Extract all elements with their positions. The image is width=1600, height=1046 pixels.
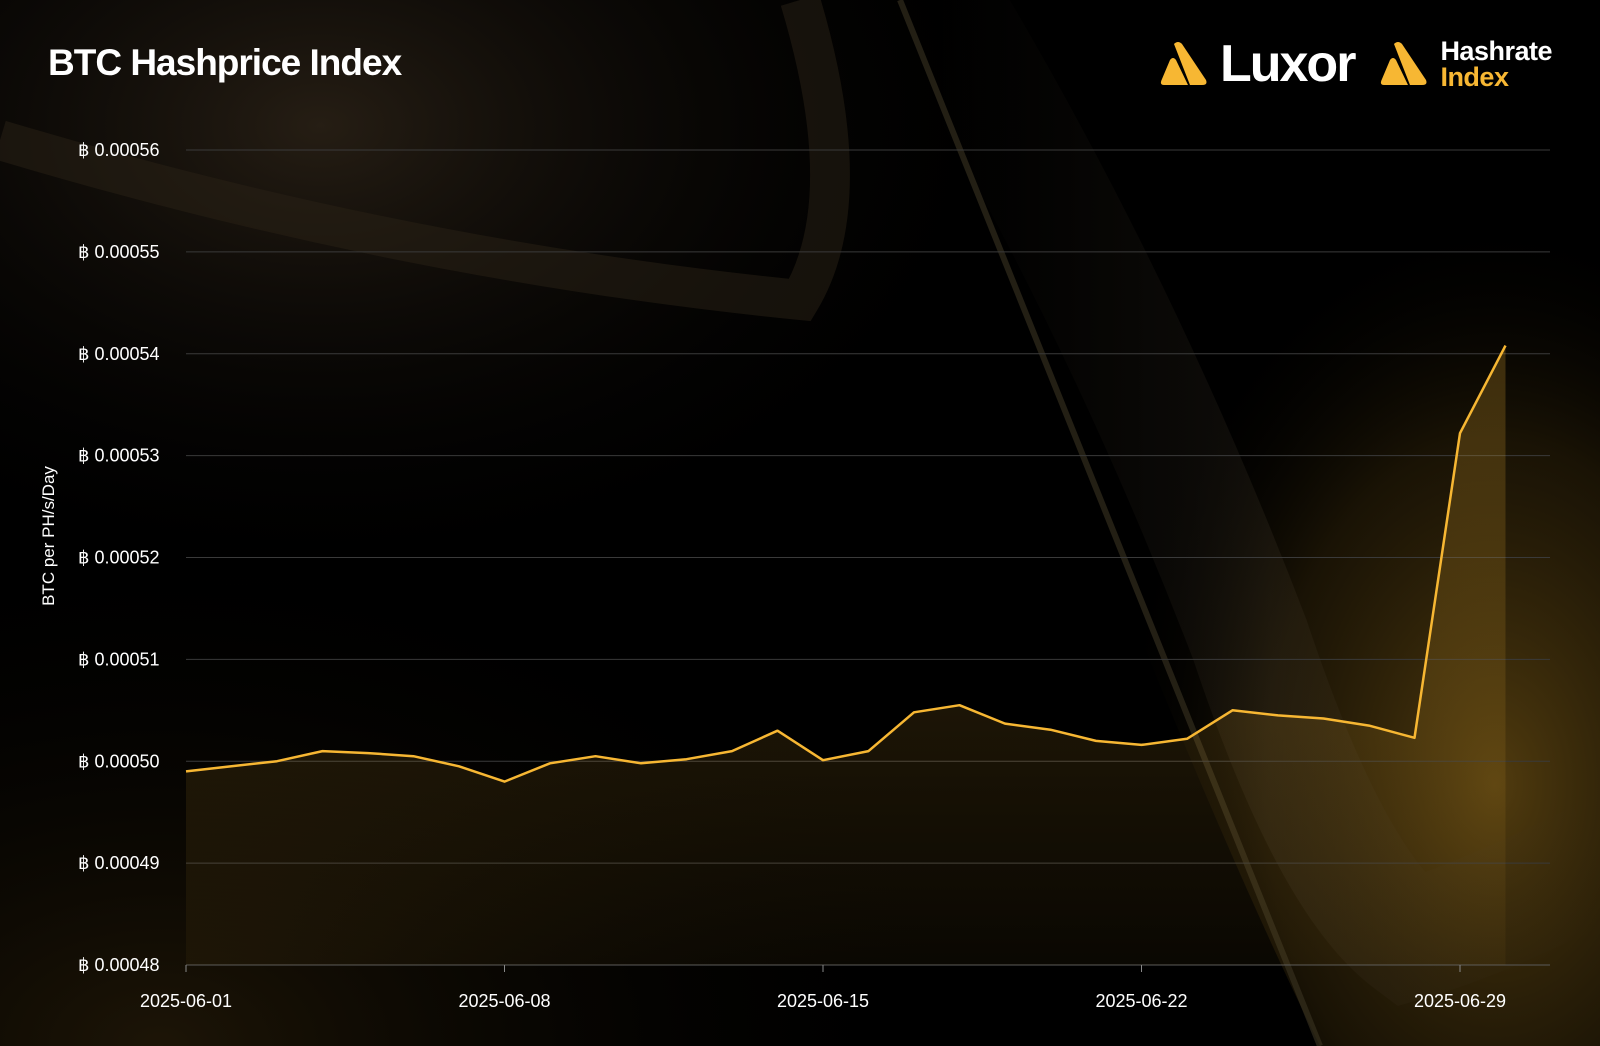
y-tick-label: ฿ 0.00051 xyxy=(78,649,160,669)
x-tick-label: 2025-06-15 xyxy=(777,991,869,1011)
x-tick-label: 2025-06-22 xyxy=(1095,991,1187,1011)
x-tick-label: 2025-06-01 xyxy=(140,991,232,1011)
luxor-mark-icon xyxy=(1160,42,1207,85)
y-tick-label: ฿ 0.00048 xyxy=(78,955,160,975)
hashrate-index-wordmark-line1: Hashrate xyxy=(1440,36,1552,66)
luxor-wordmark: Luxor xyxy=(1219,35,1356,93)
hashrate-index-wordmark-line2: Index xyxy=(1440,62,1509,92)
x-axis-ticks: 2025-06-01 2025-06-08 2025-06-15 2025-06-22… xyxy=(140,965,1506,1011)
y-tick-label: ฿ 0.00056 xyxy=(78,140,160,160)
x-tick-label: 2025-06-29 xyxy=(1414,991,1506,1011)
luxor-logo: Luxor xyxy=(1160,35,1356,93)
series-line xyxy=(185,345,1507,783)
x-tick-label: 2025-06-08 xyxy=(458,991,550,1011)
y-tick-label: ฿ 0.00049 xyxy=(78,853,160,873)
y-tick-label: ฿ 0.00052 xyxy=(78,548,160,568)
y-axis-label: BTC per PH/s/Day xyxy=(39,466,58,606)
hashrate-index-mark-icon xyxy=(1381,42,1427,85)
y-tick-label: ฿ 0.00053 xyxy=(78,446,160,466)
series-points xyxy=(185,345,1506,782)
y-tick-label: ฿ 0.00050 xyxy=(78,751,160,771)
hashrate-index-logo: Hashrate Index xyxy=(1380,36,1552,92)
y-axis-ticks: ฿ 0.00048 ฿ 0.00049 ฿ 0.00050 ฿ 0.00051 ฿ 0.… xyxy=(78,140,160,975)
series-area xyxy=(186,345,1506,966)
brand-logos: Luxor Hashrate Index xyxy=(1160,35,1552,93)
y-tick-label: ฿ 0.00054 xyxy=(78,344,160,364)
y-tick-label: ฿ 0.00055 xyxy=(78,242,160,262)
page-title: BTC Hashprice Index xyxy=(48,42,402,83)
